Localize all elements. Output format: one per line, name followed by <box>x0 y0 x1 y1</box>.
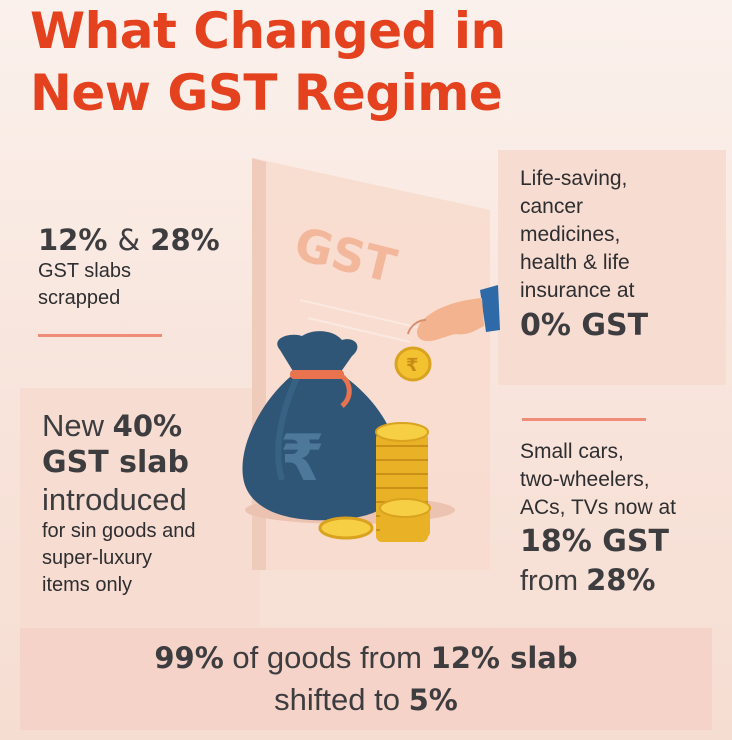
bottom-line-1: 99% of goods from 12% slab <box>20 637 712 679</box>
zero-gst-rate: 0% GST <box>520 308 649 343</box>
new-slab-pct: 40% <box>112 409 183 443</box>
page-title: What Changed in New GST Regime <box>30 0 506 124</box>
eighteen-gst-line-3: ACs, TVs now at <box>520 496 677 519</box>
hand-icon <box>407 285 500 342</box>
bottom-text-2: shifted to <box>274 682 400 717</box>
gst-illustration: GST ₹ ₹ <box>242 158 500 570</box>
new-slab-line-3: items only <box>42 574 133 596</box>
bottom-banner <box>20 628 712 730</box>
bottom-pct: 99% <box>154 641 224 675</box>
zero-gst-panel <box>498 150 726 385</box>
zero-gst-line-5: insurance at <box>520 279 635 302</box>
new-slab-headline: New 40% <box>42 408 257 444</box>
from-rate: 28% <box>586 563 656 597</box>
bottom-slab: 12% slab <box>430 641 578 675</box>
money-bag-icon: ₹ <box>242 331 401 521</box>
slabs-scrapped-block: 12% & 28% GST slabs scrapped <box>38 222 248 312</box>
new-slab-panel <box>20 388 260 628</box>
eighteen-gst-line-1: Small cars, <box>520 440 624 463</box>
zero-gst-line-1: Life-saving, <box>520 167 628 190</box>
bottom-line-2: shifted to 5% <box>20 679 712 721</box>
new-word: New <box>42 408 105 443</box>
zero-gst-line-3: medicines, <box>520 223 621 246</box>
eighteen-gst-block: Small cars, two-wheelers, ACs, TVs now a… <box>520 438 725 599</box>
new-slab-line-2: super-luxury <box>42 547 153 569</box>
title-line-2: New GST Regime <box>30 64 503 122</box>
from-word: from <box>520 565 578 597</box>
slab-28-pct: 28% <box>150 223 220 257</box>
eighteen-gst-from: from 28% <box>520 562 725 599</box>
bottom-banner-text: 99% of goods from 12% slab shifted to 5% <box>20 637 712 721</box>
divider-right <box>522 418 646 421</box>
loose-coin-icon <box>318 516 374 540</box>
slabs-scrapped-line-2: scrapped <box>38 287 121 309</box>
ampersand: & <box>117 223 141 257</box>
title-line-1: What Changed in <box>30 2 506 60</box>
new-slab-introduced: introduced <box>42 482 187 517</box>
zero-gst-block: Life-saving, cancer medicines, health & … <box>520 165 720 347</box>
eighteen-gst-rate: 18% GST <box>520 524 669 559</box>
slabs-scrapped-line-1: GST slabs <box>38 260 131 282</box>
divider-left <box>38 334 162 337</box>
bottom-target: 5% <box>408 683 458 717</box>
zero-gst-line-2: cancer <box>520 195 584 218</box>
eighteen-gst-line-2: two-wheelers, <box>520 468 650 491</box>
slab-12-pct: 12% <box>38 223 108 257</box>
new-slab-block: New 40% GST slab introduced for sin good… <box>42 408 257 599</box>
bag-rupee-symbol: ₹ <box>280 422 325 496</box>
coin-rupee-symbol: ₹ <box>406 355 419 376</box>
coin-stack-icon <box>375 422 431 542</box>
zero-gst-line-4: health & life <box>520 251 630 274</box>
bottom-text-1: of goods from <box>232 640 422 675</box>
new-slab-line-1: for sin goods and <box>42 520 196 542</box>
new-slab-label: GST slab <box>42 445 189 480</box>
falling-coin-icon: ₹ <box>394 346 432 382</box>
slabs-scrapped-headline: 12% & 28% <box>38 222 248 258</box>
